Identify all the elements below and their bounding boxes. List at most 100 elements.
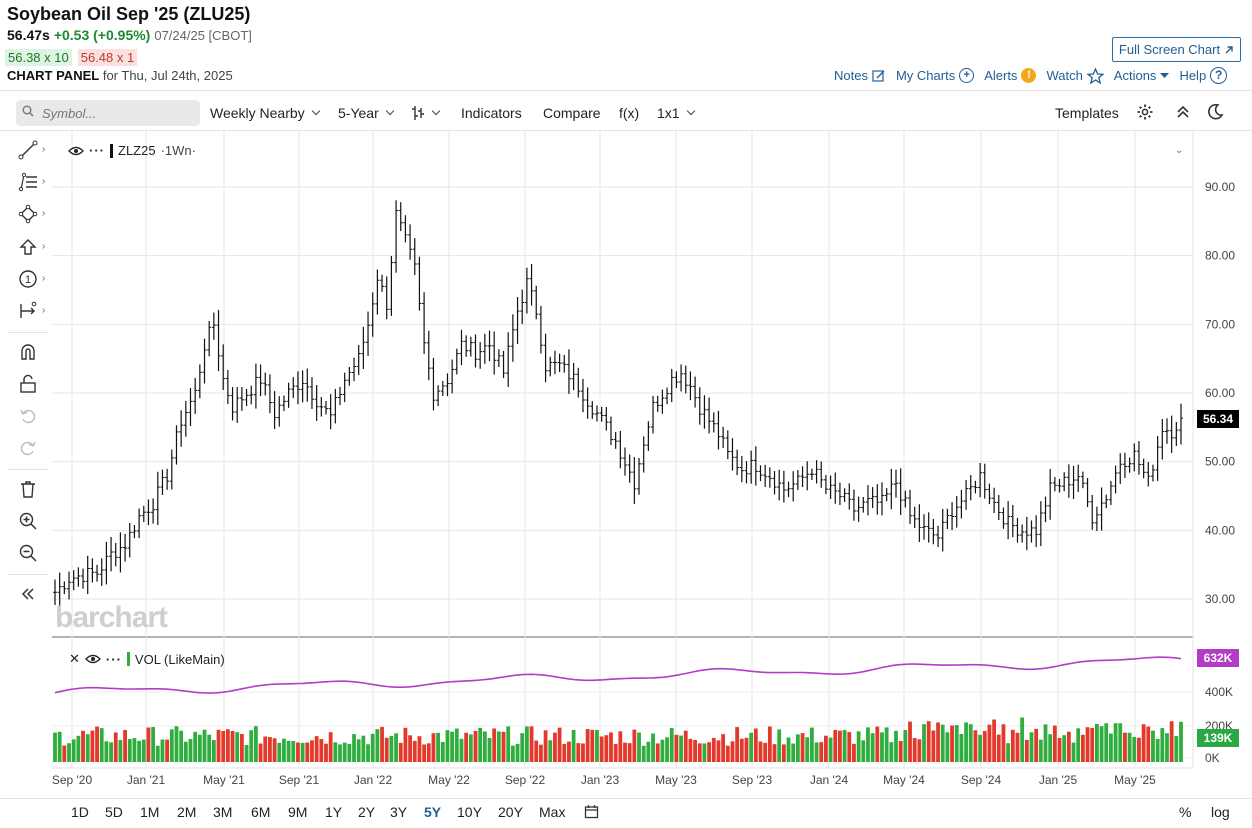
- more-options-icon[interactable]: ···: [89, 143, 105, 158]
- chevron-right-icon[interactable]: ›: [42, 241, 46, 252]
- volume-bar: [286, 740, 291, 762]
- full-screen-chart-button[interactable]: Full Screen Chart: [1112, 37, 1241, 62]
- quote-line: 56.47s +0.53 (+0.95%) 07/24/25 [CBOT]: [7, 27, 252, 43]
- period-5d[interactable]: 5D: [105, 804, 123, 820]
- chart-panel-label: CHART PANEL for Thu, Jul 24th, 2025: [7, 68, 233, 83]
- timeframe-dropdown[interactable]: Weekly Nearby: [210, 105, 320, 121]
- chevron-right-icon[interactable]: ›: [42, 176, 46, 187]
- period-2y[interactable]: 2Y: [358, 804, 376, 820]
- function-button[interactable]: f(x): [619, 105, 640, 121]
- compare-button[interactable]: Compare: [543, 105, 601, 121]
- eye-icon[interactable]: [68, 146, 84, 156]
- notes-link[interactable]: Notes: [834, 68, 886, 83]
- line-tool[interactable]: [17, 139, 39, 161]
- period-5y[interactable]: 5Y: [424, 804, 442, 820]
- period-1d[interactable]: 1D: [71, 804, 89, 820]
- legend-collapse-icon[interactable]: ⌄: [1175, 145, 1184, 156]
- period-3m[interactable]: 3M: [213, 804, 233, 820]
- delete-button[interactable]: [17, 478, 39, 500]
- percent-toggle[interactable]: %: [1179, 804, 1192, 820]
- volume-bar: [786, 737, 791, 762]
- y-tick-label: 50.00: [1205, 455, 1235, 469]
- redo-button[interactable]: [17, 437, 39, 459]
- volume-bar: [1015, 732, 1020, 762]
- chevron-right-icon[interactable]: ›: [42, 305, 46, 316]
- chevron-right-icon[interactable]: ›: [42, 273, 46, 284]
- help-link[interactable]: Help ?: [1179, 67, 1228, 84]
- star-icon: [1086, 67, 1104, 84]
- tools-divider: [8, 469, 48, 470]
- chevron-right-icon[interactable]: ›: [42, 208, 46, 219]
- volume-bar: [763, 742, 768, 762]
- period-3y[interactable]: 3Y: [390, 804, 408, 820]
- help-label: Help: [1179, 68, 1207, 83]
- volume-bar: [1001, 724, 1006, 762]
- volume-bar: [1165, 733, 1169, 762]
- chevron-right-icon[interactable]: ›: [42, 144, 46, 155]
- templates-button[interactable]: Templates: [1055, 105, 1119, 121]
- magnet-tool[interactable]: [17, 341, 39, 363]
- volume-bar: [515, 743, 520, 762]
- volume-bar: [711, 737, 716, 762]
- calendar-icon[interactable]: [584, 804, 599, 822]
- volume-bar: [669, 727, 674, 762]
- eye-icon[interactable]: [84, 654, 101, 664]
- barchart-watermark: barchart: [55, 601, 168, 634]
- range-dropdown[interactable]: 5-Year: [338, 105, 394, 121]
- chart-type-dropdown[interactable]: [411, 105, 441, 121]
- watch-link[interactable]: Watch: [1046, 67, 1104, 84]
- collapse-tools-button[interactable]: [17, 583, 39, 605]
- my-charts-link[interactable]: My Charts +: [896, 68, 975, 83]
- arrow-tool[interactable]: [17, 236, 39, 258]
- lock-tool[interactable]: [17, 373, 39, 395]
- volume-bar: [758, 741, 763, 762]
- edit-icon: [872, 69, 885, 82]
- alerts-link[interactable]: Alerts !: [984, 68, 1037, 83]
- volume-bar: [730, 741, 735, 762]
- volume-bar: [674, 734, 679, 762]
- volume-bar: [81, 730, 85, 762]
- measure-tool[interactable]: [17, 300, 39, 322]
- period-1m[interactable]: 1M: [140, 804, 160, 820]
- volume-bar: [1090, 727, 1095, 762]
- volume-bar: [1076, 728, 1081, 762]
- marker-tool[interactable]: 1: [17, 268, 39, 290]
- period-1y[interactable]: 1Y: [325, 804, 343, 820]
- volume-bar: [623, 742, 627, 762]
- settings-button[interactable]: [1136, 103, 1154, 121]
- period-selector: 1D 5D 1M 2M 3M 6M 9M 1Y 2Y 3Y 5Y 10Y 20Y Max% log: [0, 798, 1252, 824]
- close-icon[interactable]: ✕: [69, 651, 80, 666]
- vol-tick-label: 0K: [1205, 751, 1220, 765]
- layout-dropdown[interactable]: 1x1: [657, 105, 695, 121]
- undo-button[interactable]: [17, 405, 39, 427]
- vol-tick-label: 400K: [1205, 685, 1233, 699]
- symbol-search-input[interactable]: [16, 100, 200, 126]
- period-9m[interactable]: 9M: [288, 804, 308, 820]
- period-20y[interactable]: 20Y: [498, 804, 523, 820]
- shape-tool[interactable]: [17, 203, 39, 225]
- period-max[interactable]: Max: [539, 804, 566, 820]
- period-6m[interactable]: 6M: [251, 804, 271, 820]
- volume-bar: [917, 739, 922, 762]
- indicators-button[interactable]: Indicators: [461, 105, 522, 121]
- fib-tool[interactable]: [17, 171, 39, 193]
- x-tick-label: May '25: [1114, 773, 1156, 787]
- zoom-out-button[interactable]: [17, 542, 39, 564]
- volume-bar: [235, 732, 240, 762]
- dark-mode-toggle[interactable]: [1206, 103, 1224, 121]
- period-2m[interactable]: 2M: [177, 804, 197, 820]
- collapse-button[interactable]: [1175, 103, 1191, 121]
- more-options-icon[interactable]: ···: [105, 651, 122, 667]
- trend-line-icon: [18, 140, 38, 160]
- period-10y[interactable]: 10Y: [457, 804, 482, 820]
- log-toggle[interactable]: log: [1211, 804, 1230, 820]
- zoom-in-button[interactable]: [17, 510, 39, 532]
- volume-bar: [160, 739, 165, 762]
- volume-bar: [296, 742, 300, 762]
- volume-bar: [954, 725, 959, 762]
- actions-menu[interactable]: Actions: [1114, 68, 1170, 83]
- price-change: +0.53 (+0.95%): [53, 27, 151, 43]
- svg-text:1: 1: [25, 274, 31, 286]
- volume-bar: [894, 730, 898, 762]
